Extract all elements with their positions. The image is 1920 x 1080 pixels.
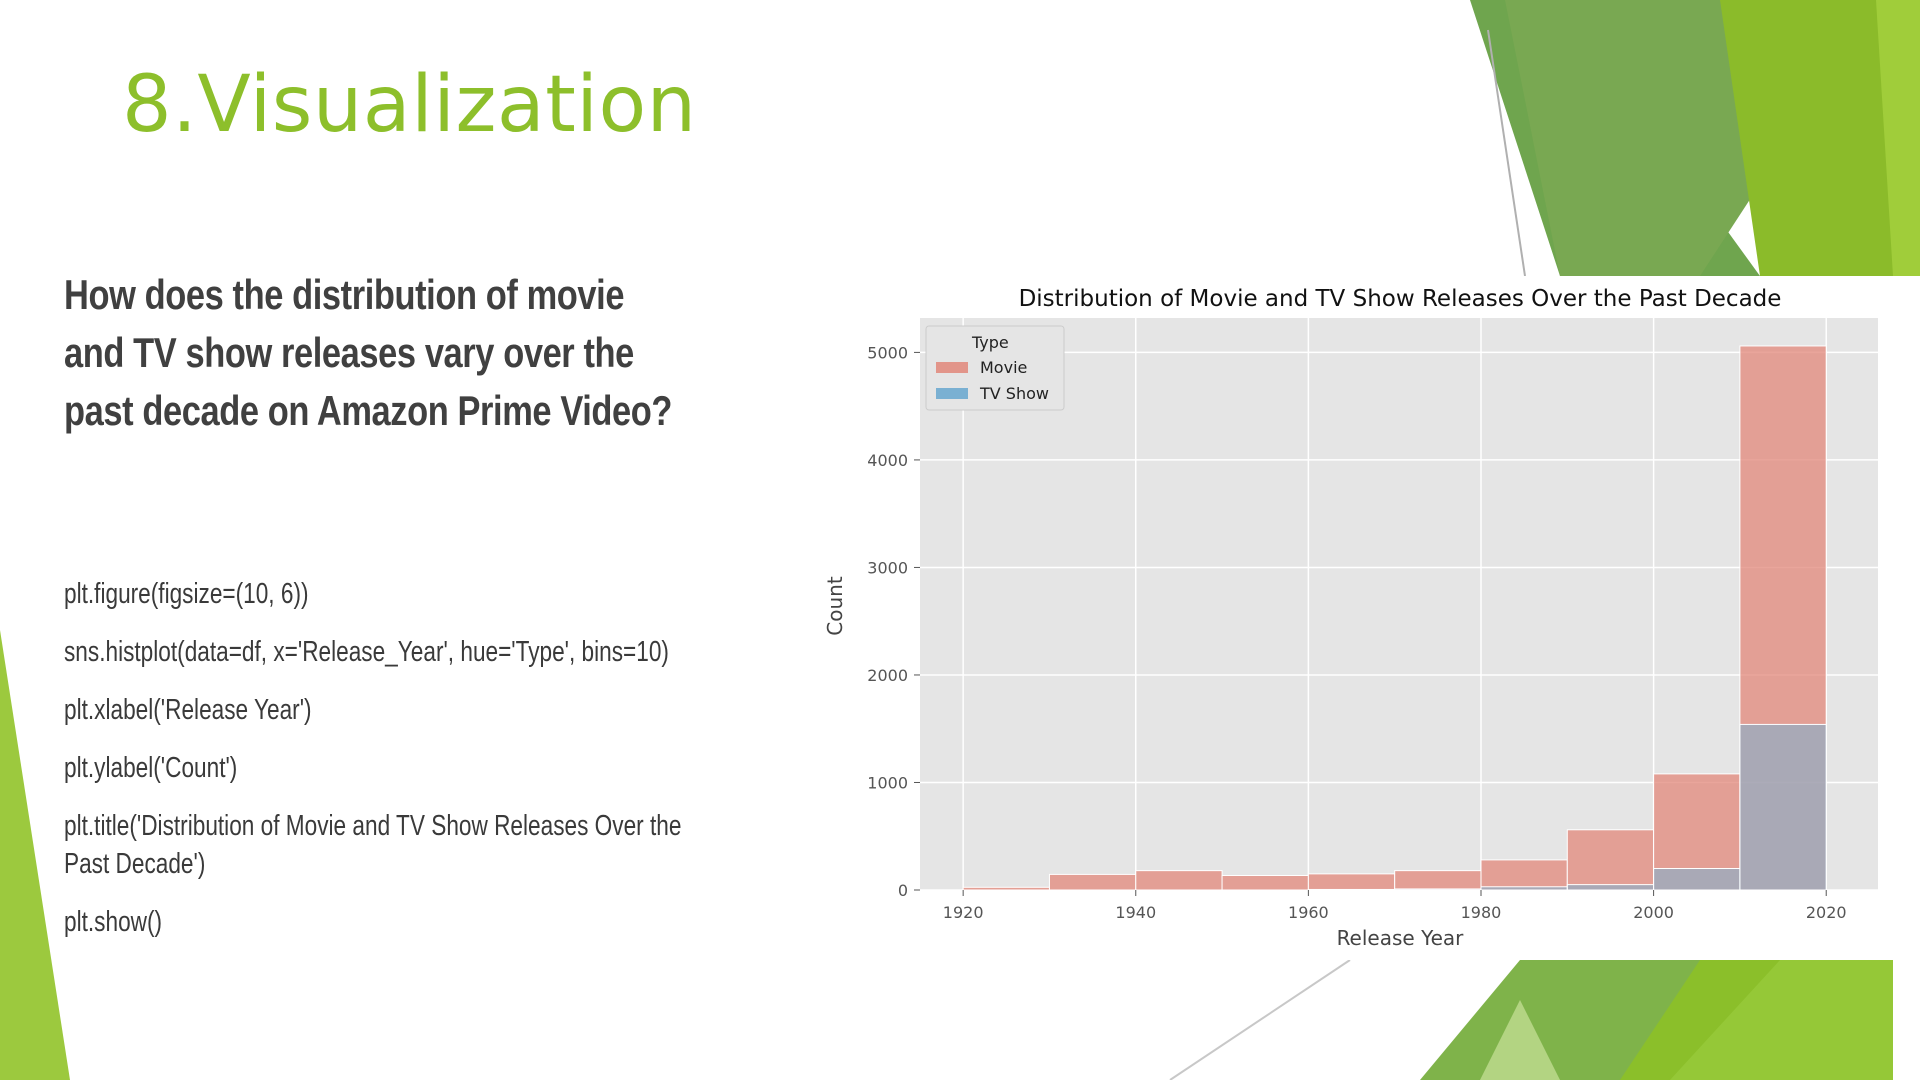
bar-movie (1480, 859, 1568, 891)
x-tick-label: 2000 (1633, 903, 1674, 922)
bar-movie (1135, 870, 1223, 891)
x-axis-label: Release Year (1337, 926, 1465, 950)
y-tick-label: 5000 (867, 343, 908, 362)
x-tick-label: 1940 (1115, 903, 1156, 922)
bar-tv-show (1394, 888, 1482, 891)
legend: Type Movie TV Show (925, 325, 1065, 411)
chart-title: Distribution of Movie and TV Show Releas… (1019, 286, 1782, 312)
legend-swatch-tv-show (936, 388, 968, 399)
code-line: plt.ylabel('Count') (64, 752, 238, 784)
bar-tv-show (1566, 884, 1655, 891)
legend-label-tv-show: TV Show (979, 384, 1049, 403)
legend-label-movie: Movie (980, 358, 1027, 377)
bars (962, 345, 1827, 891)
question-text: How does the distribution of movie and T… (64, 271, 673, 434)
y-tick-label: 4000 (867, 451, 908, 470)
code-line: plt.show() (64, 906, 163, 938)
bar-tv-show (1739, 723, 1827, 891)
x-tick-label: 2020 (1806, 903, 1847, 922)
y-tick-label: 2000 (867, 666, 908, 685)
bar-movie (1566, 829, 1655, 891)
bar-tv-show (1480, 886, 1568, 891)
bar-movie (1048, 873, 1137, 891)
code-block: plt.figure(figsize=(10, 6)) sns.histplot… (64, 575, 704, 961)
y-tick-label: 1000 (867, 773, 908, 792)
x-tick-label: 1960 (1288, 903, 1329, 922)
y-axis-label: Count (824, 576, 847, 636)
y-tick-label: 3000 (867, 558, 908, 577)
bar-tv-show (1653, 867, 1741, 891)
page-title: 8.Visualization (122, 60, 697, 150)
y-axis-ticks: 0 1000 2000 3000 4000 5000 (867, 343, 920, 900)
y-tick-label: 0 (898, 881, 908, 900)
code-line: plt.figure(figsize=(10, 6)) (64, 578, 309, 610)
chart-svg: 1920 1940 1960 1980 2000 2020 0 1000 2000 3000 40… (823, 286, 1878, 950)
x-tick-label: 1980 (1461, 903, 1502, 922)
bar-movie (1221, 874, 1309, 891)
legend-title: Type (971, 333, 1009, 352)
bar-movie (1307, 873, 1396, 891)
bar-movie (962, 886, 1050, 891)
bar-tv-show (1307, 888, 1396, 891)
bar-movie (1394, 870, 1482, 891)
histogram-chart: 1920 1940 1960 1980 2000 2020 0 1000 2000 3000 40… (823, 276, 1892, 960)
code-line: sns.histplot(data=df, x='Release_Year', … (64, 636, 669, 668)
code-line: plt.xlabel('Release Year') (64, 694, 312, 726)
x-axis-ticks: 1920 1940 1960 1980 2000 2020 (943, 890, 1847, 922)
legend-swatch-movie (936, 362, 968, 373)
code-line: plt.title('Distribution of Movie and TV … (64, 810, 682, 880)
x-tick-label: 1920 (943, 903, 984, 922)
